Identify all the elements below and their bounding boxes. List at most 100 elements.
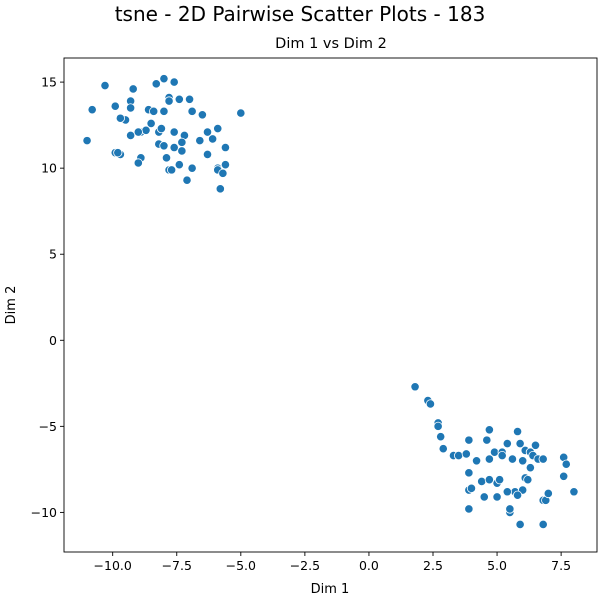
scatter-point [516,520,524,528]
scatter-point [495,476,503,484]
scatter-point [157,124,165,132]
scatter-point [152,80,160,88]
scatter-point [493,493,501,501]
scatter-point [472,457,480,465]
scatter-point [513,427,521,435]
scatter-point [214,124,222,132]
scatter-point [160,74,168,82]
scatter-point [462,450,470,458]
scatter-point [188,164,196,172]
scatter-point [196,136,204,144]
scatter-point [88,105,96,113]
scatter-points [83,74,578,528]
y-axis-label: Dim 2 [4,286,19,325]
scatter-point [221,143,229,151]
scatter-point [178,138,186,146]
scatter-point [544,489,552,497]
scatter-point [503,488,511,496]
y-tick-label: 0 [49,333,57,348]
scatter-point [175,95,183,103]
x-tick-label: −2.5 [290,558,320,573]
scatter-point [434,422,442,430]
scatter-point [506,505,514,513]
scatter-point [439,445,447,453]
scatter-point [129,85,137,93]
scatter-point [83,136,91,144]
x-tick-label: −7.5 [162,558,192,573]
scatter-point [221,161,229,169]
scatter-point [142,126,150,134]
x-tick-label: 2.5 [423,558,443,573]
scatter-point [126,131,134,139]
scatter-point [198,111,206,119]
scatter-point [411,383,419,391]
scatter-point [165,97,173,105]
scatter-point [562,460,570,468]
scatter-point [426,400,434,408]
y-tick-label: 15 [41,75,57,90]
scatter-point [237,109,245,117]
scatter-point [208,135,216,143]
y-axis: −10 −5 0 5 10 15 [31,75,64,520]
scatter-point [183,176,191,184]
scatter-point [170,128,178,136]
scatter-point [465,505,473,513]
scatter-point [134,159,142,167]
scatter-point [518,457,526,465]
x-tick-label: 5.0 [487,558,507,573]
scatter-point [531,441,539,449]
y-tick-label: 10 [41,161,57,176]
scatter-point [114,148,122,156]
scatter-point [134,128,142,136]
x-tick-label: −10.0 [94,558,132,573]
scatter-point [116,114,124,122]
y-tick-label: −10 [31,505,57,520]
scatter-point [570,488,578,496]
scatter-point [188,107,196,115]
chart-title: Dim 1 vs Dim 2 [275,36,387,52]
x-tick-label: 7.5 [551,558,571,573]
scatter-point [175,161,183,169]
scatter-point [480,493,488,501]
scatter-point [490,448,498,456]
scatter-point [524,476,532,484]
x-axis: −10.0 −7.5 −5.0 −2.5 0.0 2.5 5.0 7.5 [94,552,572,573]
scatter-point [513,491,521,499]
scatter-point [539,455,547,463]
scatter-point [216,185,224,193]
scatter-point [477,477,485,485]
x-tick-label: −5.0 [226,558,256,573]
scatter-point [111,102,119,110]
scatter-point [170,78,178,86]
scatter-point [503,439,511,447]
scatter-point [436,432,444,440]
x-axis-label: Dim 1 [311,582,350,597]
scatter-point [185,95,193,103]
scatter-point [485,476,493,484]
scatter-point [454,451,462,459]
y-tick-label: −5 [39,419,57,434]
scatter-point [149,107,157,115]
x-tick-label: 0.0 [359,558,379,573]
scatter-point [465,436,473,444]
scatter-point [170,143,178,151]
scatter-point [126,104,134,112]
scatter-point [483,436,491,444]
scatter-point [485,426,493,434]
scatter-point [559,472,567,480]
scatter-point [178,147,186,155]
scatter-point [160,107,168,115]
scatter-point [539,520,547,528]
scatter-point [526,463,534,471]
scatter-point [219,169,227,177]
scatter-point [498,451,506,459]
scatter-point [203,150,211,158]
scatter-point [508,455,516,463]
scatter-point [465,469,473,477]
y-tick-label: 5 [49,247,57,262]
scatter-point [160,142,168,150]
scatter-point [101,81,109,89]
scatter-point [167,166,175,174]
